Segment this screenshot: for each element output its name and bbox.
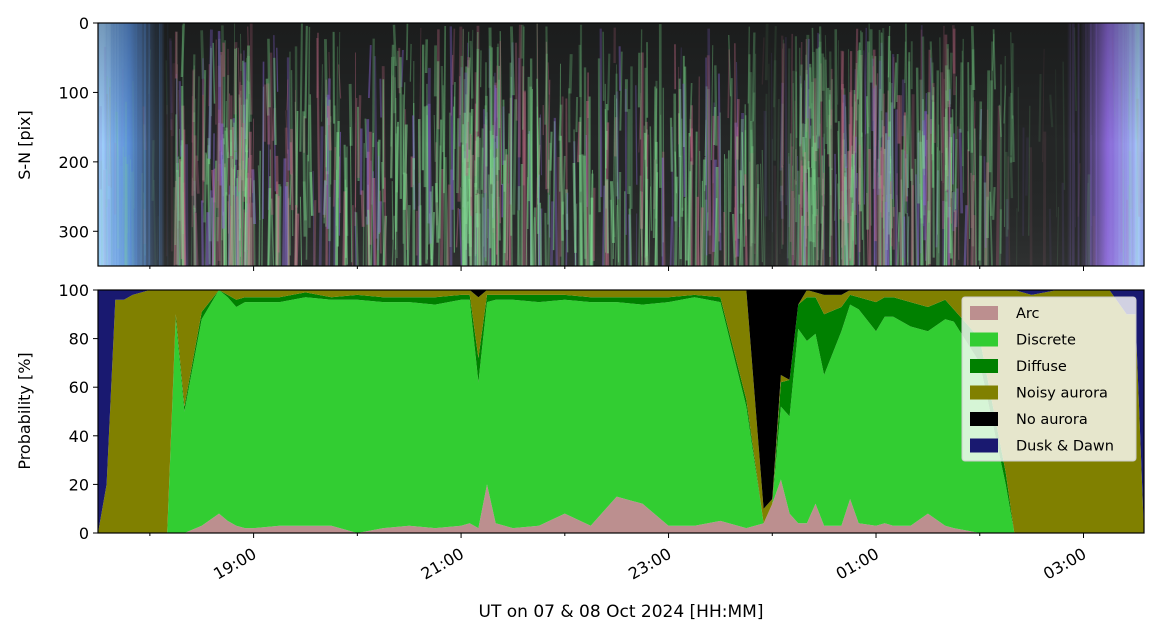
legend: Arc Discrete Diffuse Noisy aurora No aurora D… xyxy=(961,296,1137,462)
probability-y-tick-label: 0 xyxy=(79,524,89,543)
keogram-y-label: S-N [pix] xyxy=(15,110,34,180)
keogram-y-axis: 0 100 200 300 xyxy=(58,14,98,241)
area-discrete xyxy=(98,290,1144,533)
legend-box xyxy=(961,296,1137,462)
legend-swatch xyxy=(970,332,998,347)
legend-label: Arc xyxy=(1016,306,1040,322)
probability-panel: 0 20 40 60 80 100 19:00 21:00 23:00 01:00 03:00 P… xyxy=(15,281,1145,622)
x-tick-label: 21:00 xyxy=(418,544,467,584)
legend-swatch xyxy=(970,385,998,400)
probability-y-tick-label: 20 xyxy=(69,475,89,494)
legend-label: Noisy aurora xyxy=(1016,386,1108,402)
legend-label: Discrete xyxy=(1016,333,1076,349)
legend-swatch xyxy=(970,438,998,453)
probability-y-tick-label: 40 xyxy=(69,427,89,446)
keogram-frame xyxy=(97,22,1145,267)
x-tick-label: 23:00 xyxy=(625,544,674,584)
keogram-panel: 0 100 200 300 S-N [pix] xyxy=(15,14,1145,271)
area-diffuse xyxy=(98,290,1144,533)
legend-label: No aurora xyxy=(1016,412,1088,428)
probability-x-axis: 19:00 21:00 23:00 01:00 03:00 xyxy=(149,533,1089,584)
probability-y-tick-label: 60 xyxy=(69,378,89,397)
keogram-y-tick-label: 0 xyxy=(79,14,89,33)
keogram-y-tick-label: 100 xyxy=(58,83,89,102)
legend-swatch xyxy=(970,306,998,320)
keogram-y-tick-label: 300 xyxy=(58,222,89,241)
x-axis-label: UT on 07 & 08 Oct 2024 [HH:MM] xyxy=(479,602,764,622)
area-arc xyxy=(98,479,1144,533)
legend-swatch xyxy=(970,359,998,373)
keogram-shading xyxy=(98,23,1144,266)
x-tick-label: 19:00 xyxy=(210,544,259,584)
probability-frame xyxy=(97,289,1145,534)
legend-label: Dusk & Dawn xyxy=(1016,439,1114,455)
legend-label: Diffuse xyxy=(1016,359,1067,375)
x-tick-label: 01:00 xyxy=(833,544,882,584)
keogram-y-tick-label: 200 xyxy=(58,153,89,172)
probability-y-label: Probability [%] xyxy=(15,352,34,469)
x-tick-label: 03:00 xyxy=(1040,544,1089,584)
probability-y-axis: 0 20 40 60 80 100 xyxy=(58,281,98,543)
legend-swatch xyxy=(970,412,998,426)
keogram-x-ticks xyxy=(149,266,1084,271)
probability-y-tick-label: 80 xyxy=(69,330,89,349)
probability-y-tick-label: 100 xyxy=(58,281,89,300)
